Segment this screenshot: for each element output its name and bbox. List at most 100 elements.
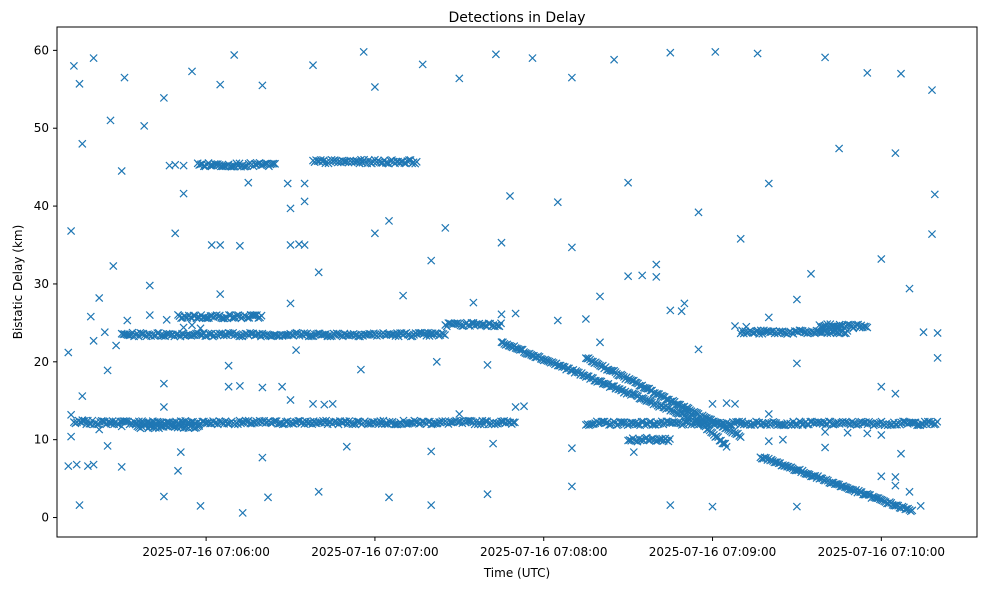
data-point xyxy=(919,328,928,337)
data-point xyxy=(89,460,98,469)
data-point xyxy=(224,382,233,391)
data-point xyxy=(821,53,830,62)
data-point xyxy=(469,298,478,307)
data-point xyxy=(350,157,359,166)
data-point xyxy=(235,241,244,250)
data-point xyxy=(300,240,309,250)
data-point xyxy=(581,314,590,324)
data-point xyxy=(308,61,318,70)
data-point xyxy=(908,418,917,427)
data-point xyxy=(631,378,640,387)
data-point xyxy=(258,383,267,392)
data-point xyxy=(384,493,394,502)
data-point xyxy=(162,315,171,324)
data-point xyxy=(608,366,617,376)
data-point xyxy=(617,418,626,427)
data-point xyxy=(764,437,773,446)
data-point xyxy=(741,419,750,428)
data-point xyxy=(318,330,327,339)
data-point xyxy=(258,453,267,462)
data-point xyxy=(802,469,811,479)
data-point xyxy=(171,229,180,238)
y-tick-label: 60 xyxy=(34,43,49,57)
data-point xyxy=(196,501,205,510)
data-point xyxy=(632,420,642,429)
data-point xyxy=(594,377,603,386)
data-point xyxy=(157,331,166,340)
data-point xyxy=(835,144,844,153)
data-point xyxy=(380,419,389,428)
x-tick-label: 2025-07-16 07:07:00 xyxy=(311,545,438,559)
data-point xyxy=(427,501,436,510)
data-point xyxy=(567,243,576,252)
data-point xyxy=(324,331,333,340)
data-point xyxy=(708,399,717,408)
data-point xyxy=(813,417,823,427)
y-tick-label: 40 xyxy=(34,199,49,213)
data-point xyxy=(790,420,799,429)
data-point xyxy=(103,441,112,450)
data-point xyxy=(792,359,801,368)
data-point xyxy=(414,328,423,338)
data-point xyxy=(179,161,188,170)
data-point xyxy=(168,422,177,431)
data-point xyxy=(64,462,73,471)
data-point xyxy=(103,366,112,375)
data-point xyxy=(896,69,906,78)
plot-frame xyxy=(56,26,978,538)
data-point xyxy=(628,389,637,398)
data-point xyxy=(193,422,202,431)
data-point xyxy=(858,418,867,428)
data-point xyxy=(286,240,295,250)
data-point xyxy=(281,330,290,340)
data-point xyxy=(270,159,280,168)
data-point xyxy=(665,434,674,444)
data-point xyxy=(694,345,703,354)
y-axis-ticks: 0 10 20 30 40 50 60 xyxy=(34,43,57,525)
data-point xyxy=(216,240,225,250)
data-point xyxy=(269,159,278,168)
data-point xyxy=(78,392,87,401)
data-point xyxy=(100,328,109,337)
data-point xyxy=(260,159,269,169)
data-point xyxy=(195,421,204,431)
data-point xyxy=(187,321,197,330)
data-point xyxy=(731,417,741,427)
data-point xyxy=(553,198,562,207)
data-point xyxy=(664,437,673,446)
data-point xyxy=(219,162,229,171)
x-axis-ticks: 2025-07-16 07:06:00 2025-07-16 07:07:00 20… xyxy=(142,537,945,559)
data-point xyxy=(329,418,338,427)
data-point xyxy=(120,73,129,82)
data-point xyxy=(370,229,379,238)
data-point xyxy=(491,50,500,59)
data-point xyxy=(179,189,188,198)
data-point xyxy=(228,313,237,322)
data-point xyxy=(216,290,225,299)
data-point xyxy=(891,149,900,158)
data-point xyxy=(212,160,221,169)
data-point xyxy=(496,417,506,426)
data-point xyxy=(666,306,675,315)
data-point xyxy=(269,417,278,426)
data-point xyxy=(638,271,647,280)
data-point xyxy=(730,399,740,408)
data-point xyxy=(120,417,129,426)
data-point xyxy=(505,191,515,201)
data-point xyxy=(583,354,592,363)
data-point xyxy=(778,420,787,429)
data-point xyxy=(567,482,576,491)
data-point xyxy=(223,419,232,428)
data-point xyxy=(927,230,937,239)
data-point xyxy=(244,178,253,187)
data-point xyxy=(67,226,76,236)
data-point xyxy=(230,50,239,60)
data-point xyxy=(263,493,273,502)
data-point xyxy=(444,319,453,328)
data-point xyxy=(139,420,148,429)
data-point xyxy=(286,204,295,213)
data-point xyxy=(381,158,390,167)
data-point xyxy=(235,381,244,390)
data-point xyxy=(677,307,686,316)
data-point xyxy=(511,309,520,318)
